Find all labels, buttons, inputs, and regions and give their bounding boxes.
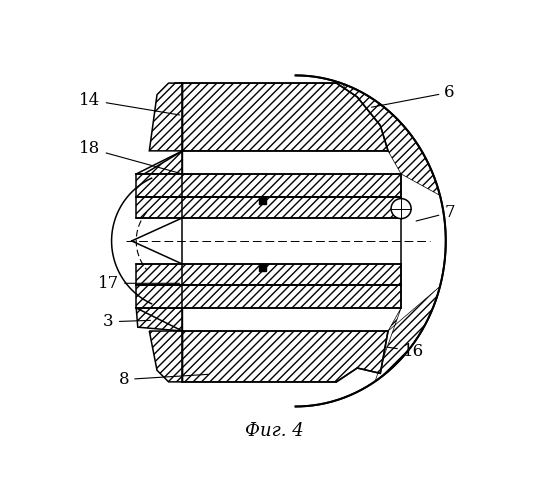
- Polygon shape: [136, 285, 401, 308]
- Text: 17: 17: [98, 275, 180, 292]
- Polygon shape: [136, 174, 401, 197]
- Polygon shape: [136, 308, 183, 331]
- Polygon shape: [149, 331, 183, 382]
- Polygon shape: [149, 83, 183, 151]
- Polygon shape: [136, 264, 401, 285]
- Circle shape: [391, 198, 411, 218]
- Text: Фиг. 4: Фиг. 4: [245, 422, 304, 440]
- Polygon shape: [136, 197, 401, 218]
- Text: 18: 18: [79, 140, 180, 173]
- Polygon shape: [136, 151, 183, 178]
- Bar: [259, 197, 266, 204]
- Text: 8: 8: [119, 371, 208, 388]
- Text: 7: 7: [416, 204, 455, 221]
- Polygon shape: [183, 76, 446, 406]
- Polygon shape: [183, 83, 388, 151]
- Text: 3: 3: [103, 314, 150, 330]
- Polygon shape: [183, 331, 388, 382]
- Text: 6: 6: [372, 84, 455, 107]
- Polygon shape: [375, 286, 440, 382]
- Polygon shape: [132, 218, 183, 264]
- Text: 16: 16: [386, 342, 424, 359]
- Text: 14: 14: [79, 92, 180, 115]
- Bar: [259, 264, 266, 271]
- Polygon shape: [342, 84, 440, 196]
